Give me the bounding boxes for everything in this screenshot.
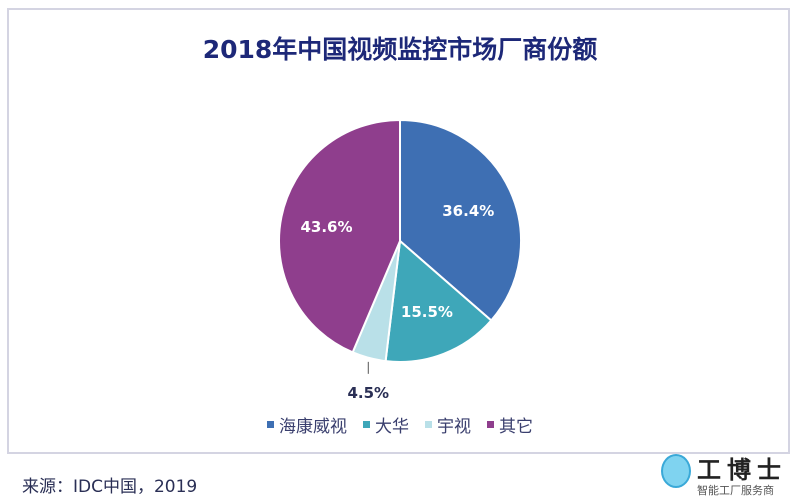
- watermark-logo: 工博士 智能工厂服务商: [655, 450, 795, 500]
- legend-label: 海康威视: [279, 417, 347, 437]
- legend-swatch: [363, 421, 370, 428]
- watermark-tagline: 智能工厂服务商: [697, 484, 774, 497]
- mascot-icon: [661, 454, 691, 488]
- legend-label: 大华: [375, 417, 409, 437]
- chart-frame: [7, 8, 790, 454]
- legend-label: 其它: [499, 417, 533, 437]
- legend-item-1: 大华: [363, 412, 409, 437]
- legend-item-3: 其它: [487, 412, 533, 437]
- legend-swatch: [425, 421, 432, 428]
- legend-item-2: 宇视: [425, 412, 471, 437]
- legend-swatch: [267, 421, 274, 428]
- pie-slice-1: [384, 239, 493, 363]
- data-label-0: 36.4%: [442, 202, 494, 220]
- data-label-2: 4.5%: [347, 384, 389, 402]
- pie-slice-3: [278, 118, 401, 354]
- legend: 海康威视 大华 宇视 其它: [0, 412, 800, 437]
- legend-label: 宇视: [437, 417, 471, 437]
- watermark-brand: 工博士: [697, 455, 787, 484]
- data-label-3: 43.6%: [300, 218, 352, 236]
- legend-item-0: 海康威视: [267, 412, 347, 437]
- pie-slice-0: [399, 118, 522, 322]
- source-note: 来源：IDC中国，2019: [22, 477, 198, 497]
- data-label-1: 15.5%: [401, 303, 453, 321]
- legend-swatch: [487, 421, 494, 428]
- chart-title: 2018年中国视频监控市场厂商份额: [202, 35, 598, 64]
